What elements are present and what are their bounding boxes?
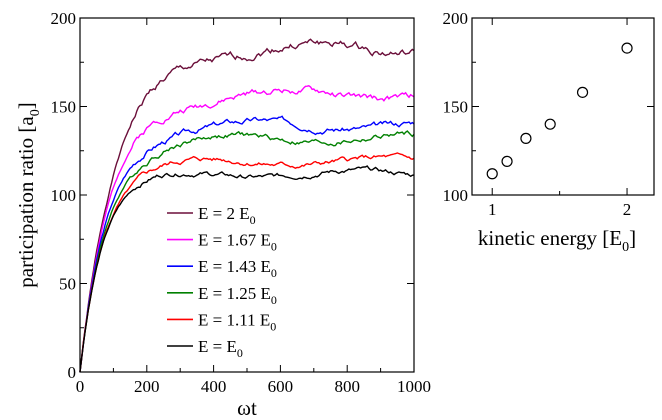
main-x-axis-label: ωt — [237, 396, 257, 420]
inset-x-tick-label: 1 — [488, 200, 497, 219]
legend-label: E = 1.11 E0 — [198, 310, 276, 333]
inset-data-point — [621, 42, 633, 54]
inset-plot-frame — [471, 17, 655, 196]
main-x-tick-label: 600 — [268, 377, 294, 396]
inset-data-point — [520, 132, 532, 144]
series-line — [79, 152, 415, 372]
inset-x-axis-label: kinetic energy [E0] — [478, 226, 636, 255]
main-x-tick-label: 400 — [201, 377, 227, 396]
series-line — [79, 165, 415, 372]
inset-data-point — [486, 168, 498, 180]
main-legend: E = 2 E0 E = 1.67 E0 E = 1.43 E0 E = 1.25 E… — [167, 204, 277, 360]
inset-data-point — [544, 118, 556, 130]
main-y-axis-ticks: 0 50 100 150 200 — [51, 9, 414, 382]
inset-x-tick-label: 2 — [623, 200, 632, 219]
main-lines — [79, 38, 415, 373]
legend-label: E = 1.43 E0 — [198, 257, 277, 280]
legend-label: E = 1.67 E0 — [198, 231, 277, 254]
main-y-tick-label: 50 — [59, 275, 76, 294]
series-line — [79, 38, 415, 372]
main-y-tick-label: 100 — [51, 186, 77, 205]
inset-data-point — [576, 86, 589, 98]
inset-y-axis-ticks: 100 150 200 — [443, 9, 654, 205]
main-x-tick-label: 800 — [334, 377, 360, 396]
legend-label: E = E0 — [198, 337, 243, 360]
inset-y-tick-label: 100 — [443, 186, 469, 205]
series-line — [79, 115, 415, 373]
main-x-tick-label: 0 — [76, 377, 85, 396]
main-y-tick-label: 200 — [51, 9, 77, 28]
main-x-axis-ticks: 0 200 400 600 800 1000 — [76, 18, 431, 396]
main-x-tick-label: 1000 — [397, 377, 431, 396]
main-y-tick-label: 150 — [51, 98, 77, 117]
main-plot: 0 200 400 600 800 1000 0 50 100 150 200 ωt partic… — [14, 9, 431, 420]
inset-y-tick-label: 200 — [443, 9, 469, 28]
main-y-axis-label: participation ratio [a0] — [14, 102, 43, 287]
inset-data-point — [501, 155, 513, 167]
legend-label: E = 1.25 E0 — [198, 284, 277, 307]
legend-label: E = 2 E0 — [198, 204, 256, 227]
inset-points — [486, 42, 633, 180]
main-y-tick-label: 0 — [68, 363, 77, 382]
inset-y-tick-label: 150 — [443, 98, 469, 117]
main-x-tick-label: 200 — [134, 377, 160, 396]
series-line — [79, 85, 415, 373]
series-line — [79, 130, 415, 373]
